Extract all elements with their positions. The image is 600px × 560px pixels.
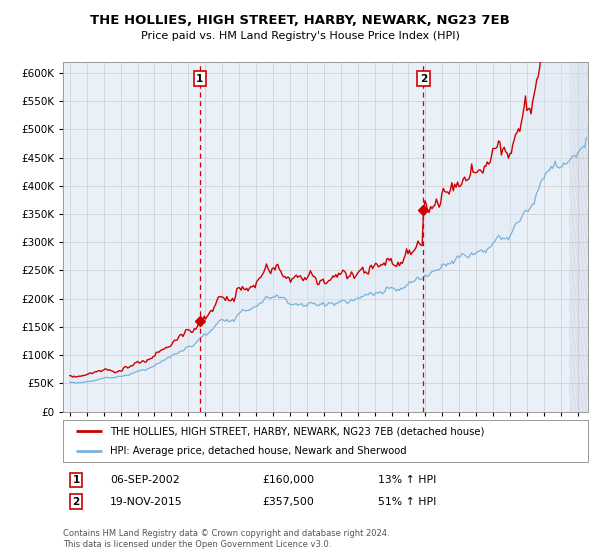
Text: 51% ↑ HPI: 51% ↑ HPI: [378, 497, 436, 507]
Text: THE HOLLIES, HIGH STREET, HARBY, NEWARK, NG23 7EB (detached house): THE HOLLIES, HIGH STREET, HARBY, NEWARK,…: [110, 426, 485, 436]
Text: 1: 1: [73, 475, 80, 485]
Text: £357,500: £357,500: [263, 497, 314, 507]
Text: £160,000: £160,000: [263, 475, 314, 485]
Text: HPI: Average price, detached house, Newark and Sherwood: HPI: Average price, detached house, Newa…: [110, 446, 407, 456]
Text: Price paid vs. HM Land Registry's House Price Index (HPI): Price paid vs. HM Land Registry's House …: [140, 31, 460, 41]
Text: 13% ↑ HPI: 13% ↑ HPI: [378, 475, 436, 485]
Text: 19-NOV-2015: 19-NOV-2015: [110, 497, 183, 507]
Text: THE HOLLIES, HIGH STREET, HARBY, NEWARK, NG23 7EB: THE HOLLIES, HIGH STREET, HARBY, NEWARK,…: [90, 14, 510, 27]
Text: 06-SEP-2002: 06-SEP-2002: [110, 475, 180, 485]
Text: 2: 2: [73, 497, 80, 507]
Text: 1: 1: [196, 73, 203, 83]
Text: 2: 2: [420, 73, 427, 83]
Text: Contains HM Land Registry data © Crown copyright and database right 2024.
This d: Contains HM Land Registry data © Crown c…: [63, 529, 389, 549]
